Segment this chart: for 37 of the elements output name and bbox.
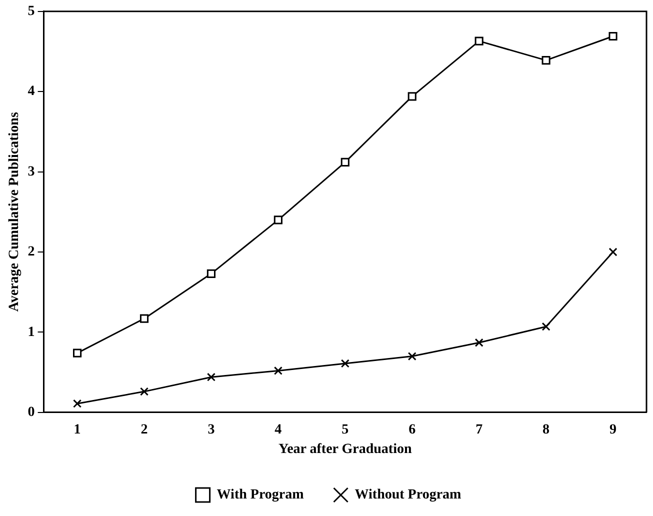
legend-label: With Program: [216, 488, 304, 503]
x-tick-label: 4: [274, 422, 282, 438]
point: [340, 359, 350, 368]
point: [140, 314, 149, 323]
point: [608, 32, 618, 41]
x-tick-label: 7: [476, 422, 483, 438]
point: [608, 248, 618, 256]
y-tick-label: 3: [28, 164, 35, 180]
point: [140, 387, 149, 396]
y-tick-label: 4: [28, 84, 35, 100]
point: [73, 348, 82, 358]
point: [206, 372, 216, 382]
point: [474, 36, 484, 46]
y-axis-title: Average Cumulative Publications: [7, 112, 22, 312]
point: [340, 158, 350, 166]
y-tick-label: 0: [28, 405, 35, 420]
x-tick-label: 8: [542, 422, 550, 438]
point: [408, 352, 416, 361]
x-tick-label: 2: [140, 422, 148, 438]
y-tick-label: 1: [28, 324, 35, 340]
x-axis-title: Year after Graduation: [278, 442, 412, 458]
x-tick-label: 6: [408, 422, 416, 438]
x-tick-label: 5: [342, 422, 349, 438]
x-tick-label: 3: [208, 422, 215, 438]
x-tick-label: 1: [74, 422, 81, 438]
x-tick-label: 9: [610, 422, 617, 438]
point: [206, 269, 216, 278]
y-tick-label: 5: [28, 4, 35, 20]
point: [542, 322, 550, 331]
point: [73, 399, 82, 408]
point: [408, 92, 416, 101]
point: [274, 366, 282, 375]
point: [274, 216, 282, 224]
legend-label: Without Program: [354, 488, 462, 503]
y-tick-label: 2: [28, 244, 35, 260]
point: [474, 338, 484, 347]
point: [542, 56, 550, 65]
